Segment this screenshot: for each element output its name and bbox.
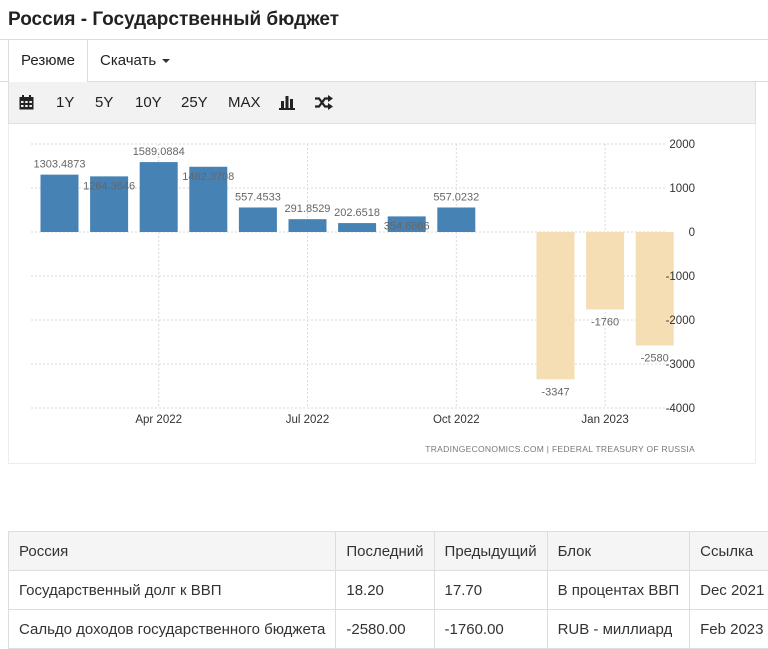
y-tick-label: 0 <box>689 227 695 239</box>
x-tick-label: Jul 2022 <box>286 414 329 426</box>
bar <box>586 232 624 309</box>
y-tick-label: 2000 <box>669 139 695 151</box>
indicator-name-link[interactable]: Сальдо доходов государственного бюджета <box>9 610 336 649</box>
table-row: Сальдо доходов государственного бюджета … <box>9 610 768 649</box>
previous-value: 17.70 <box>434 571 547 610</box>
bar <box>537 232 575 379</box>
chart-toolbar: 1Y 5Y 10Y 25Y MAX <box>8 82 756 124</box>
last-value: 18.20 <box>336 571 434 610</box>
bar <box>140 162 178 232</box>
tab-download-label: Скачать <box>100 52 156 69</box>
page-header: Россия - Государственный бюджет <box>0 0 768 40</box>
unit: RUB - миллиард <box>547 610 690 649</box>
compare-button[interactable] <box>315 82 333 123</box>
tab-download[interactable]: Скачать <box>88 40 182 82</box>
x-tick-label: Jan 2023 <box>581 414 628 426</box>
y-tick-label: -4000 <box>666 403 695 415</box>
shuffle-icon <box>315 95 333 110</box>
header-last: Последний <box>336 532 434 571</box>
x-tick-label: Oct 2022 <box>433 414 480 426</box>
table-row: Государственный долг к ВВП 18.20 17.70 В… <box>9 571 768 610</box>
bar <box>41 175 79 232</box>
tab-summary[interactable]: Резюме <box>8 40 88 83</box>
indicator-name-link[interactable]: Государственный долг к ВВП <box>9 571 336 610</box>
bar <box>437 207 475 232</box>
reference-date: Dec 2021 <box>690 571 768 610</box>
data-label: 1482.3708 <box>182 171 234 183</box>
range-5y-button[interactable]: 5Y <box>95 82 113 123</box>
unit: В процентах ВВП <box>547 571 690 610</box>
header-unit: Блок <box>547 532 690 571</box>
data-label: 291.8529 <box>285 203 331 215</box>
data-label: 557.0232 <box>433 191 479 203</box>
header-previous: Предыдущий <box>434 532 547 571</box>
range-10y-button[interactable]: 10Y <box>135 82 162 123</box>
table-header-row: Россия Последний Предыдущий Блок Ссылка <box>9 532 768 571</box>
y-tick-label: -2000 <box>666 315 695 327</box>
x-tick-label: Apr 2022 <box>135 414 182 426</box>
data-label: 1264.3646 <box>83 180 135 192</box>
page-title: Россия - Государственный бюджет <box>8 9 339 31</box>
bar <box>239 207 277 232</box>
calendar-icon <box>19 95 34 110</box>
header-country: Россия <box>9 532 336 571</box>
bar <box>636 232 674 346</box>
range-1y-button[interactable]: 1Y <box>56 82 74 123</box>
calendar-button[interactable] <box>19 82 35 123</box>
bar <box>338 223 376 232</box>
bar-chart-icon <box>279 95 295 110</box>
budget-bar-chart: 1303.48731264.36461589.08841482.3708557.… <box>9 124 755 464</box>
indicators-table: Россия Последний Предыдущий Блок Ссылка … <box>8 531 768 649</box>
data-label: -1760 <box>591 316 619 328</box>
data-label: 557.4533 <box>235 191 281 203</box>
data-label: 354.6866 <box>384 220 430 232</box>
previous-value: -1760.00 <box>434 610 547 649</box>
range-25y-button[interactable]: 25Y <box>181 82 208 123</box>
header-reference: Ссылка <box>690 532 768 571</box>
range-max-button[interactable]: MAX <box>228 82 261 123</box>
caret-down-icon <box>162 59 170 63</box>
data-label: 1303.4873 <box>34 159 86 171</box>
reference-date: Feb 2023 <box>690 610 768 649</box>
chart-type-button[interactable] <box>279 82 295 123</box>
tab-bar: Резюме Скачать <box>0 40 768 82</box>
data-label: -3347 <box>541 386 569 398</box>
y-tick-label: 1000 <box>669 183 695 195</box>
data-label: 202.6518 <box>334 207 380 219</box>
data-label: 1589.0884 <box>133 146 185 158</box>
bar <box>289 219 327 232</box>
last-value: -2580.00 <box>336 610 434 649</box>
y-tick-label: -1000 <box>666 271 695 283</box>
tab-summary-label: Резюме <box>21 52 75 69</box>
source-credit: TRADINGECONOMICS.COM | FEDERAL TREASURY … <box>425 444 695 454</box>
data-label: -2580 <box>641 353 669 365</box>
y-tick-label: -3000 <box>666 359 695 371</box>
